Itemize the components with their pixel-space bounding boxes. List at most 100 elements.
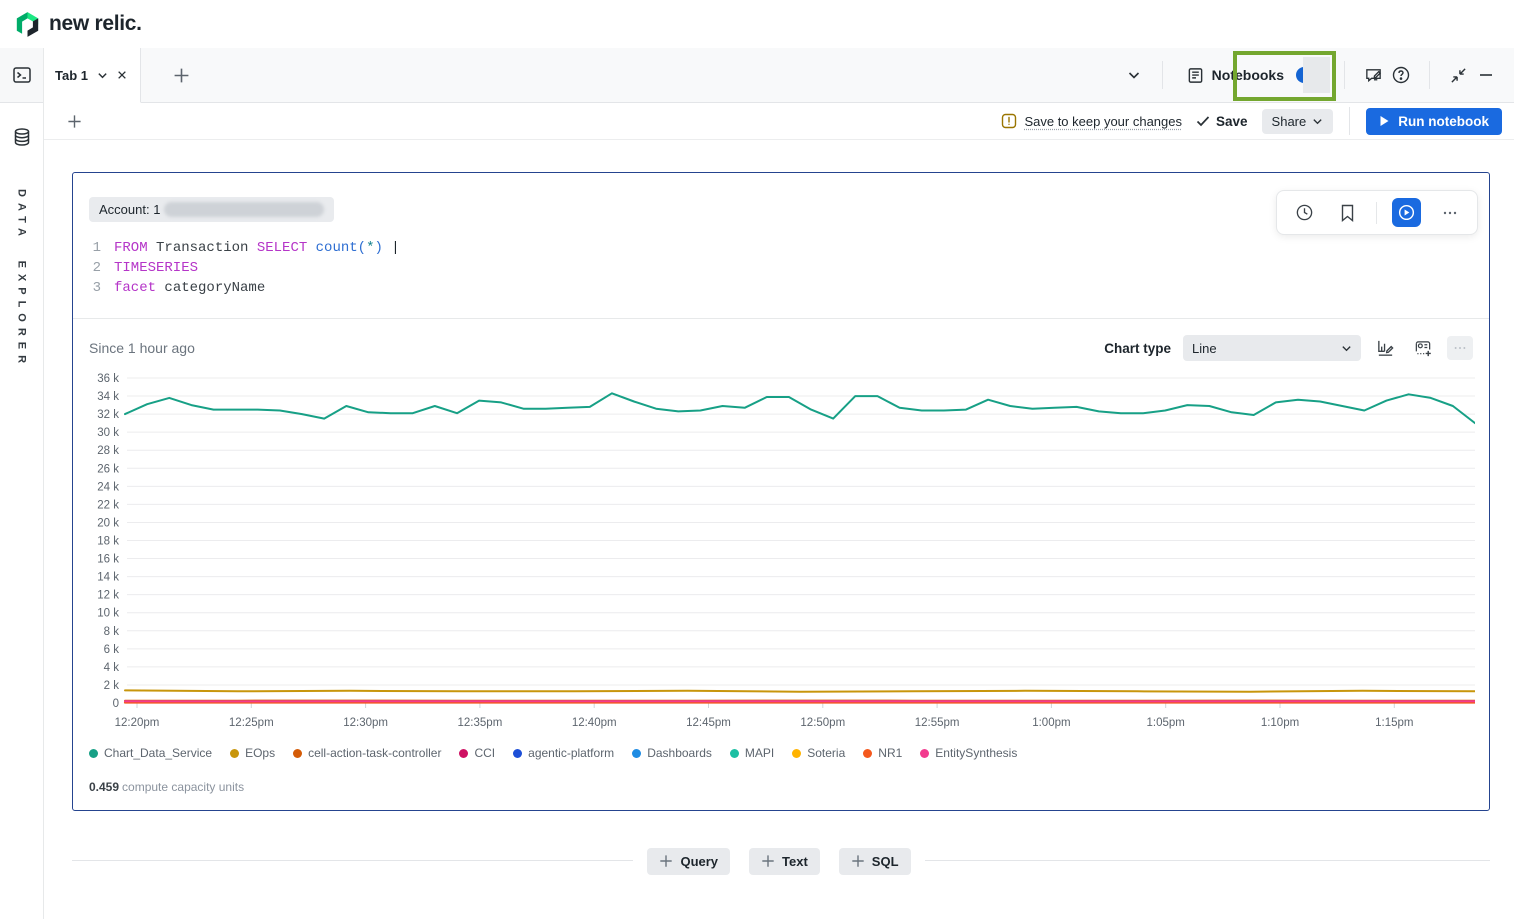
query-line[interactable]: 2 TIMESERIES	[73, 258, 1489, 278]
add-button-label: Text	[782, 853, 808, 869]
account-name-redacted	[164, 202, 325, 217]
y-axis-tick: 4 k	[104, 662, 120, 674]
legend-dot	[632, 748, 642, 758]
share-button-label: Share	[1271, 113, 1307, 129]
query-text: facet categoryName	[114, 280, 266, 296]
notebooks-button[interactable]: Notebooks	[1177, 67, 1294, 84]
series-Chart_Data_Service[interactable]	[124, 392, 1475, 425]
legend-dot	[920, 748, 930, 758]
tabs-dropdown-button[interactable]	[1120, 61, 1148, 89]
legend-item[interactable]: Chart_Data_Service	[89, 746, 212, 760]
run-cell-button[interactable]	[1392, 198, 1421, 227]
tab-close-icon[interactable]	[117, 70, 127, 80]
legend-item[interactable]: EntitySynthesis	[920, 746, 1017, 760]
y-axis-tick: 10 k	[97, 608, 119, 620]
legend-dot	[459, 748, 469, 758]
query-console-button[interactable]	[0, 48, 43, 103]
plus-icon	[174, 68, 188, 82]
unsaved-warning: Save to keep your changes	[1001, 113, 1182, 129]
legend-item[interactable]: Dashboards	[632, 746, 712, 760]
add-cell-top-button[interactable]	[60, 107, 88, 135]
legend-item[interactable]: agentic-platform	[513, 746, 614, 760]
legend-dot	[513, 748, 523, 758]
feedback-icon	[1365, 68, 1381, 82]
data-explorer-label: DATA EXPLORER	[15, 189, 28, 370]
plus-icon	[67, 114, 81, 128]
line-number: 2	[92, 260, 101, 276]
cell-toolbar	[1276, 190, 1478, 235]
save-button[interactable]: Save	[1196, 114, 1248, 129]
chart-edit-icon	[1377, 340, 1394, 356]
legend-dot	[863, 748, 873, 758]
run-notebook-button[interactable]: Run notebook	[1366, 107, 1502, 135]
terminal-icon	[12, 67, 31, 83]
timeseries-chart[interactable]: 36 k 34 k 32 k 30 k 28 k 26 k 24 k 22 k 20 k 18 k…	[89, 370, 1475, 736]
y-axis-tick: 14 k	[97, 572, 119, 584]
brand-text: new relic.	[49, 12, 142, 35]
y-axis-tick: 20 k	[97, 517, 119, 529]
y-axis-tick: 12 k	[97, 590, 119, 602]
x-axis-tick: 12:45pm	[686, 717, 731, 729]
unsaved-warning-text[interactable]: Save to keep your changes	[1024, 113, 1183, 129]
notebook-icon	[1188, 67, 1203, 83]
add-text-button[interactable]: Text	[749, 847, 820, 875]
series-EOps[interactable]	[124, 689, 1475, 693]
data-explorer-button[interactable]	[12, 127, 32, 147]
x-axis-tick: 1:05pm	[1147, 717, 1185, 729]
y-axis-tick: 32 k	[97, 409, 119, 421]
tab-chevron-down-icon[interactable]	[97, 70, 108, 81]
add-sql-button[interactable]: SQL	[838, 847, 911, 875]
chart-type-select[interactable]: Line	[1183, 335, 1361, 361]
compute-cost-label: compute capacity units	[122, 780, 245, 794]
edit-chart-button[interactable]	[1371, 334, 1399, 362]
x-axis-tick: 12:35pm	[458, 717, 503, 729]
legend-item[interactable]: cell-action-task-controller	[293, 746, 441, 760]
x-axis-tick: 12:30pm	[343, 717, 388, 729]
history-button[interactable]	[1290, 199, 1318, 227]
bookmark-button[interactable]	[1333, 199, 1361, 227]
legend-item[interactable]: CCI	[459, 746, 495, 760]
compress-icon	[1450, 67, 1466, 83]
nrql-query-editor[interactable]: 1 FROM Transaction SELECT count(*) | 2 TIME…	[73, 238, 1489, 298]
add-query-button[interactable]: Query	[647, 847, 731, 875]
compute-cost-value: 0.459	[89, 780, 120, 794]
check-icon	[1196, 116, 1210, 127]
divider	[73, 318, 1489, 319]
y-axis-tick: 34 k	[97, 391, 119, 403]
collapse-button[interactable]	[1444, 61, 1472, 89]
add-button-label: SQL	[871, 853, 899, 869]
legend-item[interactable]: Soteria	[792, 746, 845, 760]
cell-more-button[interactable]	[1436, 199, 1464, 227]
user-avatar-redacted[interactable]	[1296, 57, 1330, 93]
legend-dot	[230, 748, 240, 758]
minimize-button[interactable]	[1472, 61, 1500, 89]
legend-label: NR1	[878, 746, 903, 760]
plus-icon	[852, 855, 864, 867]
help-button[interactable]	[1387, 61, 1415, 89]
divider	[1344, 61, 1345, 89]
legend-label: agentic-platform	[528, 746, 615, 760]
add-tab-button[interactable]	[167, 61, 195, 89]
query-line[interactable]: 1 FROM Transaction SELECT count(*) |	[73, 238, 1489, 258]
add-button-label: Query	[680, 853, 719, 869]
add-cell-row: Query Text SQL	[44, 845, 1514, 877]
legend-item[interactable]: EOps	[230, 746, 275, 760]
share-button[interactable]: Share	[1261, 108, 1334, 134]
new-relic-logo: new relic.	[14, 11, 142, 38]
tab-1[interactable]: Tab 1	[44, 48, 141, 103]
legend-label: EntitySynthesis	[935, 746, 1018, 760]
legend-item[interactable]: MAPI	[729, 746, 774, 760]
account-selector[interactable]: Account: 1	[89, 197, 335, 222]
legend-item[interactable]: NR1	[863, 746, 902, 760]
y-axis-tick: 6 k	[104, 644, 120, 656]
bookmark-icon	[1341, 204, 1353, 222]
feedback-button[interactable]	[1359, 61, 1387, 89]
y-axis-tick: 22 k	[97, 499, 119, 511]
chart-more-button[interactable]	[1447, 336, 1473, 360]
account-label: Account: 1	[99, 202, 161, 217]
query-cell[interactable]: Account: 1 1 FROM Transaction SELECT coun…	[72, 172, 1490, 811]
query-line[interactable]: 3 facet categoryName	[73, 278, 1489, 298]
warning-icon	[1002, 113, 1017, 129]
add-to-dashboard-button[interactable]	[1409, 334, 1437, 362]
legend-label: EOps	[245, 746, 276, 760]
